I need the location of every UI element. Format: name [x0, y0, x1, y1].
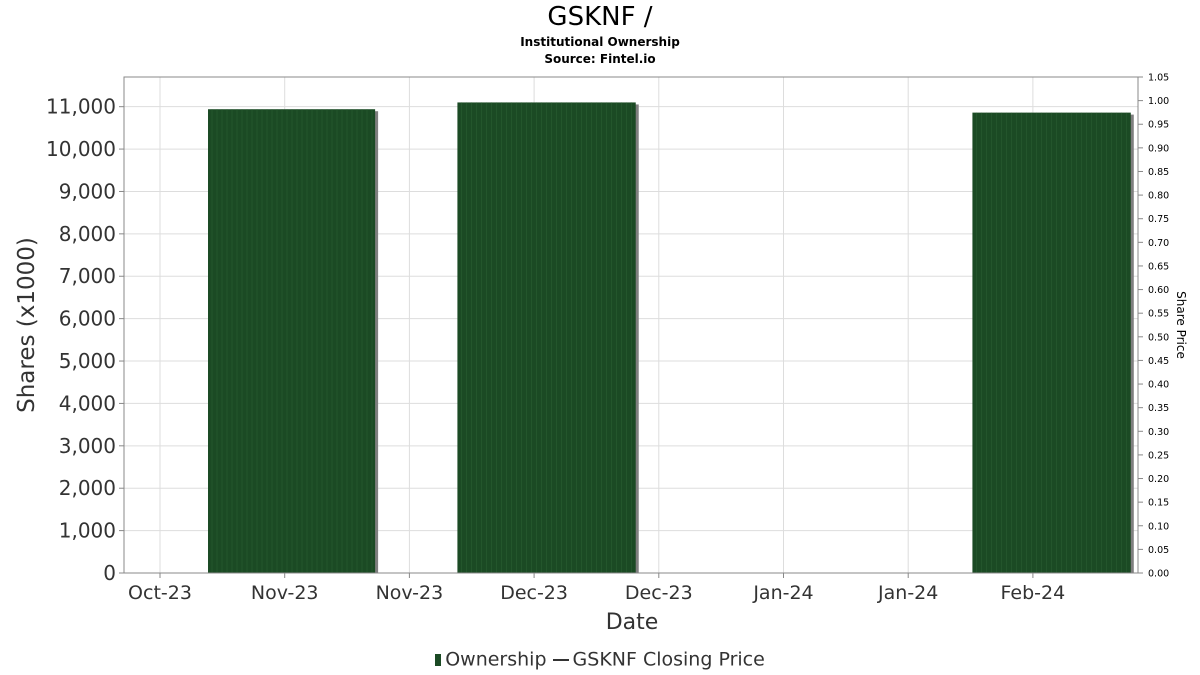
- chart-title: GSKNF /: [547, 2, 653, 32]
- legend-ownership-label: Ownership: [445, 648, 547, 671]
- x-tick-label: Jan-24: [752, 582, 813, 604]
- legend: Ownership GSKNF Closing Price: [0, 648, 1200, 671]
- y-tick-label: 11,000: [46, 95, 116, 119]
- plot-frame: [123, 76, 1139, 574]
- legend-price-label: GSKNF Closing Price: [572, 648, 765, 671]
- y-tick-label: 0: [103, 561, 116, 585]
- x-axis-title: Date: [606, 610, 659, 635]
- y2-tick-label: 0.70: [1148, 238, 1169, 249]
- x-tick-label: Feb-24: [1001, 582, 1066, 604]
- x-tick-label: Dec-23: [500, 582, 568, 604]
- y2-tick-label: 0.65: [1148, 261, 1169, 272]
- y2-tick-label: 0.20: [1148, 474, 1169, 485]
- y-tick-label: 5,000: [59, 349, 116, 373]
- x-tick-label: Nov-23: [251, 582, 319, 604]
- y-tick-label: 6,000: [59, 307, 116, 331]
- y2-tick-label: 1.00: [1148, 96, 1169, 107]
- y2-tick-label: 0.45: [1148, 356, 1169, 367]
- ownership-legend-swatch: [435, 653, 442, 666]
- ownership-bar: [208, 109, 376, 573]
- y-tick-label: 1,000: [59, 519, 116, 543]
- y-tick-label: 4,000: [59, 391, 116, 415]
- x-tick-label: Nov-23: [376, 582, 444, 604]
- y2-tick-label: 0.05: [1148, 545, 1169, 556]
- y-tick-label: 10,000: [46, 137, 116, 161]
- y2-tick-label: 0.85: [1148, 167, 1169, 178]
- y2-tick-label: 0.55: [1148, 309, 1169, 320]
- y2-tick-label: 0.15: [1148, 498, 1169, 509]
- y2-tick-label: 0.80: [1148, 191, 1169, 202]
- y2-tick-label: 0.60: [1148, 285, 1169, 296]
- y2-tick-label: 0.40: [1148, 380, 1169, 391]
- chart-source: Source: Fintel.io: [544, 52, 656, 66]
- y2-tick-label: 0.35: [1148, 403, 1169, 414]
- x-tick-label: Oct-23: [128, 582, 192, 604]
- x-tick-label: Dec-23: [625, 582, 693, 604]
- y2-tick-label: 0.30: [1148, 427, 1169, 438]
- y-axis-title: Shares (x1000): [14, 237, 40, 413]
- y2-axis-title: Share Price: [1174, 291, 1188, 359]
- y-tick-label: 2,000: [59, 476, 116, 500]
- y-tick-label: 9,000: [59, 179, 116, 203]
- y-tick-label: 7,000: [59, 264, 116, 288]
- price-legend-line: [552, 658, 569, 661]
- y-tick-label: 8,000: [59, 222, 116, 246]
- y2-tick-label: 0.75: [1148, 214, 1169, 225]
- y2-tick-label: 0.00: [1148, 569, 1169, 580]
- y2-tick-label: 0.25: [1148, 450, 1169, 461]
- x-tick-label: Jan-24: [877, 582, 938, 604]
- y2-tick-label: 1.05: [1148, 73, 1169, 84]
- y2-tick-label: 0.95: [1148, 120, 1169, 131]
- y2-tick-label: 0.10: [1148, 521, 1169, 532]
- chart-subtitle: Institutional Ownership: [520, 35, 680, 49]
- y2-tick-label: 0.90: [1148, 143, 1169, 154]
- y-tick-label: 3,000: [59, 434, 116, 458]
- y2-tick-label: 0.50: [1148, 332, 1169, 343]
